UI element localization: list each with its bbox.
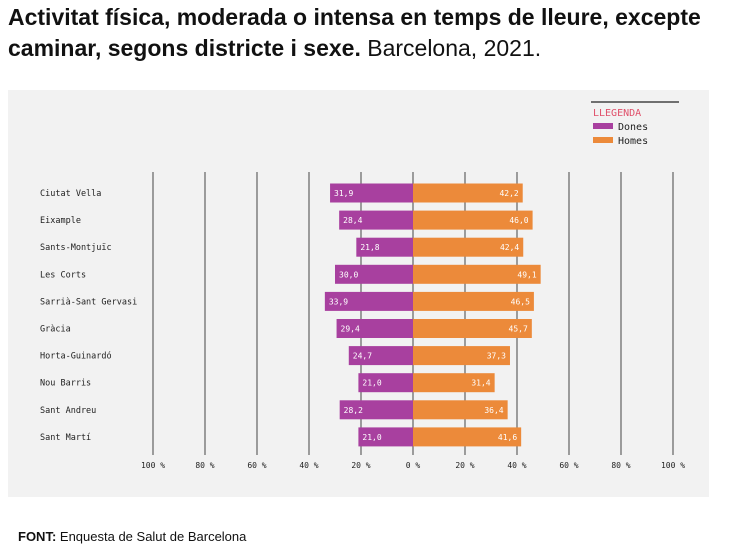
bar-dones-sarria-sant-gervasi bbox=[324, 291, 413, 311]
bar-dones-gracia bbox=[336, 319, 413, 338]
data-label-dones-eixample: 28,4 bbox=[343, 216, 362, 225]
chart-panel: Ciutat Vella 31,9 42,2 Eixample 28,4 46,0 Sant… bbox=[8, 90, 709, 497]
data-label-dones-sant-marti: 21,0 bbox=[362, 433, 381, 442]
source-note: FONT: Enquesta de Salut de Barcelona bbox=[18, 529, 246, 544]
source-text: Enquesta de Salut de Barcelona bbox=[59, 529, 247, 544]
bar-homes-sarria-sant-gervasi bbox=[413, 291, 534, 311]
bar-dones-sant-andreu bbox=[339, 400, 413, 420]
category-label-les-corts: Les Corts bbox=[40, 270, 86, 280]
bar-homes-sant-marti bbox=[413, 427, 522, 447]
chart-title-bold: Activitat física, moderada o intensa en … bbox=[8, 4, 701, 61]
x-tick-label: 20 % bbox=[455, 461, 474, 470]
x-tick-label: 40 % bbox=[507, 461, 526, 470]
x-tick-label: 60 % bbox=[559, 461, 578, 470]
x-tick-label: 100 % bbox=[661, 461, 685, 470]
category-label-eixample: Eixample bbox=[40, 216, 81, 226]
x-tick-label: 100 % bbox=[141, 461, 165, 470]
bar-homes-horta-guinardo bbox=[413, 346, 510, 366]
x-tick-label: 20 % bbox=[351, 461, 370, 470]
source-label: FONT: bbox=[18, 529, 57, 544]
data-label-homes-sant-andreu: 36,4 bbox=[484, 406, 503, 415]
legend-title: LLEGENDA bbox=[593, 108, 641, 119]
category-label-gracia: Gràcia bbox=[40, 325, 71, 335]
data-label-dones-sant-andreu: 28,2 bbox=[344, 406, 363, 415]
category-label-sant-marti: Sant Martí bbox=[40, 433, 91, 443]
category-label-nou-barris: Nou Barris bbox=[40, 379, 91, 389]
data-label-homes-gracia: 45,7 bbox=[509, 325, 528, 334]
chart-title-normal: Barcelona, 2021. bbox=[367, 35, 542, 61]
data-label-dones-sants-montjuic: 21,8 bbox=[360, 243, 379, 252]
bar-homes-eixample bbox=[413, 210, 533, 230]
x-tick-label: 60 % bbox=[247, 461, 266, 470]
bar-homes-gracia bbox=[413, 319, 532, 338]
bar-dones-eixample bbox=[339, 210, 413, 230]
bar-homes-sants-montjuic bbox=[413, 237, 524, 257]
bar-dones-ciutat-vella bbox=[330, 183, 413, 203]
bar-dones-les-corts bbox=[335, 264, 413, 284]
bar-homes-nou-barris bbox=[413, 373, 495, 393]
bar-homes-les-corts bbox=[413, 264, 541, 284]
category-label-sant-andreu: Sant Andreu bbox=[40, 406, 96, 416]
category-label-sarria-sant-gervasi: Sarrià-Sant Gervasi bbox=[40, 297, 137, 307]
data-label-homes-sarria-sant-gervasi: 46,5 bbox=[511, 297, 530, 306]
legend-swatch-homes bbox=[593, 137, 613, 143]
data-label-homes-nou-barris: 31,4 bbox=[471, 379, 490, 388]
x-tick-label: 80 % bbox=[195, 461, 214, 470]
x-tick-label: 0 % bbox=[406, 461, 421, 470]
bar-dones-sants-montjuic bbox=[356, 237, 413, 257]
chart-title: Activitat física, moderada o intensa en … bbox=[8, 2, 738, 64]
data-label-homes-sant-marti: 41,6 bbox=[498, 433, 517, 442]
legend-label-homes: Homes bbox=[618, 136, 648, 147]
x-tick-label: 40 % bbox=[299, 461, 318, 470]
data-label-homes-horta-guinardo: 37,3 bbox=[487, 352, 506, 361]
legend: LLEGENDA Dones Homes bbox=[591, 101, 679, 147]
data-label-homes-sants-montjuic: 42,4 bbox=[500, 243, 519, 252]
data-label-dones-ciutat-vella: 31,9 bbox=[334, 189, 353, 198]
category-label-horta-guinardo: Horta-Guinardó bbox=[40, 351, 112, 362]
legend-swatch-dones bbox=[593, 123, 613, 129]
bar-homes-sant-andreu bbox=[413, 400, 508, 420]
data-label-homes-eixample: 46,0 bbox=[509, 216, 528, 225]
chart-svg: Ciutat Vella 31,9 42,2 Eixample 28,4 46,0 Sant… bbox=[40, 101, 685, 470]
legend-label-dones: Dones bbox=[618, 122, 648, 133]
data-label-homes-ciutat-vella: 42,2 bbox=[499, 189, 518, 198]
data-label-dones-gracia: 29,4 bbox=[341, 325, 360, 334]
bar-homes-ciutat-vella bbox=[413, 183, 523, 203]
bar-dones-sant-marti bbox=[358, 427, 413, 447]
data-label-dones-horta-guinardo: 24,7 bbox=[353, 352, 372, 361]
category-label-ciutat-vella: Ciutat Vella bbox=[40, 189, 101, 199]
data-label-dones-nou-barris: 21,0 bbox=[362, 379, 381, 388]
data-label-dones-sarria-sant-gervasi: 33,9 bbox=[329, 297, 348, 306]
data-label-dones-les-corts: 30,0 bbox=[339, 270, 358, 279]
bar-dones-nou-barris bbox=[358, 373, 413, 393]
bar-dones-horta-guinardo bbox=[348, 346, 413, 366]
data-label-homes-les-corts: 49,1 bbox=[517, 270, 536, 279]
category-label-sants-montjuic: Sants-Montjuïc bbox=[40, 243, 112, 253]
x-tick-label: 80 % bbox=[611, 461, 630, 470]
